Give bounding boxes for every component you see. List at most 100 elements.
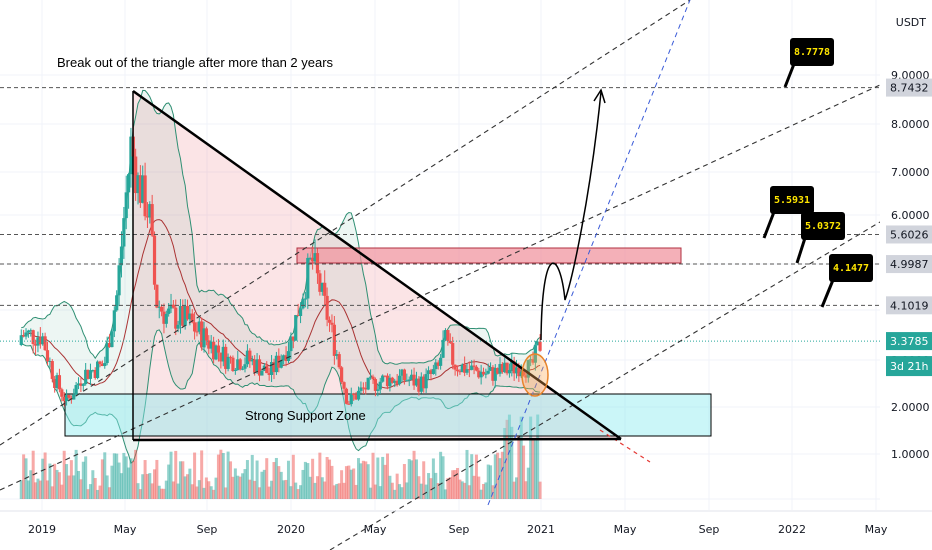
volume-bar [127,467,131,499]
candle-body [448,340,452,344]
volume-bar [427,473,431,499]
volume-bar [188,468,192,499]
volume-bar [136,483,140,499]
candle-body [536,341,540,346]
volume-bar [279,471,283,499]
candle-body [510,361,514,371]
volume-bar [219,449,223,499]
volume-bar [366,464,370,499]
candle-body [282,355,286,361]
candle-body [138,175,142,203]
candle-body [417,378,421,392]
volume-bar [164,480,168,499]
candle-body [148,204,152,218]
candle-body [481,371,486,375]
candle-body [486,370,490,374]
price-label-box [886,332,932,351]
volume-bar [500,451,504,499]
volume-bar [443,489,447,499]
channel-line [329,221,881,550]
candle-body [255,359,259,373]
volume-bar [155,459,159,499]
volume-bar [169,451,173,499]
candle-body [298,308,303,316]
volume-bar [474,454,478,499]
volume-bar [38,480,42,499]
candle-body [29,330,33,332]
volume-bar [529,416,533,499]
candle-body [538,341,542,351]
volume-bar [153,469,157,499]
candle-body [265,365,269,374]
resistance-zone [296,247,682,264]
volume-bar [84,456,88,499]
candle-body [455,369,460,372]
volume-bar [216,454,220,499]
candle-body [472,365,476,367]
volume-bar [503,427,507,499]
candle-body [330,322,334,325]
channel-line [0,0,691,446]
candle-body [115,295,119,311]
volume-bar [385,453,389,499]
candle-body [373,379,378,391]
candle-body [294,315,298,341]
triangle-upper-edge [132,89,622,441]
candle-body [488,367,493,371]
volume-bar [110,465,114,499]
x-tick-label: Sep [699,523,720,536]
candle-body [126,174,131,193]
candle-body [393,380,397,383]
candle-body [207,340,211,349]
volume-bar [41,458,45,499]
candle-body [505,362,509,374]
volume-bar [381,456,385,499]
volume-bar [412,450,416,499]
volume-bar [337,483,341,499]
candle-body [183,305,187,326]
candle-body [204,328,208,341]
volume-bar [294,482,298,499]
volume-bar [129,458,133,499]
y-tick-label: 6.0000 [891,209,930,222]
volume-bar [262,469,266,499]
candle-body [195,331,199,333]
volume-bar [178,461,182,499]
candle-body [43,336,47,351]
volume-bar [390,482,394,499]
candle-body [512,361,516,374]
projected-path [540,91,602,341]
volume-bar [344,466,348,499]
candle-body [529,359,533,361]
candle-body [212,341,216,360]
price-label-value: 3.3785 [890,335,929,348]
candle-body [79,383,83,386]
candle-body [400,369,404,376]
candle-body [364,387,368,390]
volume-bar [436,483,440,499]
volume-bar [86,489,90,499]
volume-bar [388,475,392,499]
candle-body [308,257,312,259]
candle-body [88,370,93,379]
volume-bar [308,476,312,499]
candle-body [284,355,288,362]
volume-bar [400,487,404,499]
target-tag-value: 5.0372 [805,221,841,232]
candle-body [311,257,315,262]
x-tick-label: Sep [197,523,218,536]
volume-bar [174,450,178,499]
volume-bar [422,461,426,499]
volume-bar [186,474,190,499]
candle-body [31,330,35,345]
volume-bar [512,481,516,499]
volume-bar [313,482,317,499]
triangle-apex-extension [599,429,651,463]
volume-bar [417,476,421,499]
volume-bar [484,482,488,499]
candle-body [439,357,443,366]
candle-body [219,352,223,362]
candle-body [315,253,320,274]
volume-bar [277,466,281,499]
